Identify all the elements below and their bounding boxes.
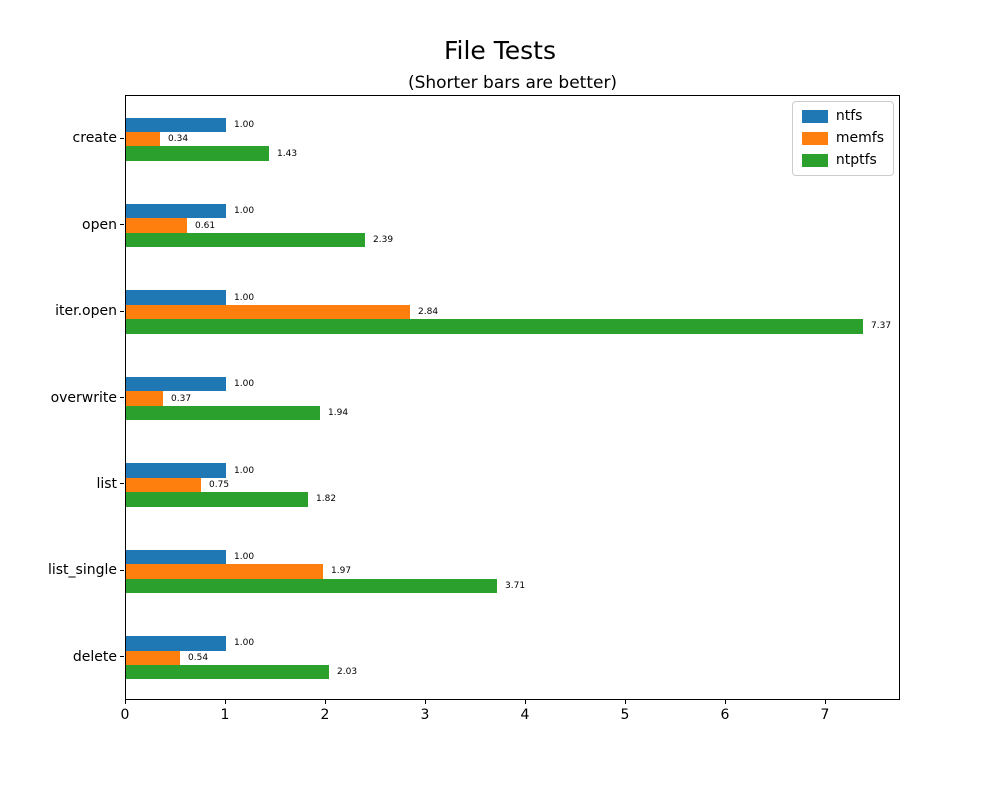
xtick-label-7: 7	[820, 707, 830, 723]
bar-memfs-iter.open	[126, 304, 410, 320]
bar-ntptfs-list_single	[126, 578, 497, 593]
value-label-memfs-list_single: 1.97	[331, 566, 352, 577]
ytick-label-delete: delete	[72, 648, 117, 665]
value-label-memfs-delete: 0.54	[188, 652, 209, 663]
xtick-mark	[324, 700, 326, 704]
ytick-mark	[120, 397, 124, 398]
chart-subtitle: (Shorter bars are better)	[407, 73, 618, 93]
xtick-mark	[724, 700, 726, 704]
legend-item-ntfs: ntfs	[801, 108, 884, 125]
ytick-label-list: list	[96, 475, 117, 492]
value-label-ntptfs-create: 1.43	[277, 148, 298, 159]
bar-ntptfs-iter.open	[126, 319, 863, 334]
xtick-label-5: 5	[620, 707, 630, 723]
value-label-ntfs-create: 1.00	[234, 119, 255, 130]
xtick-label-4: 4	[520, 707, 530, 723]
bar-ntfs-overwrite	[126, 376, 226, 392]
value-label-memfs-overwrite: 0.37	[171, 393, 192, 404]
xtick-mark	[424, 700, 426, 704]
value-label-ntptfs-list_single: 3.71	[505, 580, 526, 591]
bar-ntptfs-overwrite	[126, 405, 320, 421]
xtick-mark	[624, 700, 626, 704]
value-label-ntptfs-delete: 2.03	[337, 667, 358, 678]
value-label-ntfs-delete: 1.00	[234, 638, 255, 649]
bar-memfs-open	[126, 218, 187, 233]
xtick-mark	[224, 700, 226, 704]
bar-memfs-list_single	[126, 564, 323, 579]
ytick-label-iter.open: iter.open	[55, 303, 117, 320]
legend-swatch-ntfs	[801, 110, 828, 123]
ytick-mark	[120, 137, 124, 139]
ytick-mark	[120, 656, 124, 658]
xtick-mark	[124, 700, 126, 704]
bar-ntfs-open	[126, 204, 226, 219]
ytick-mark	[120, 224, 124, 226]
value-label-ntptfs-open: 2.39	[373, 235, 394, 246]
value-label-memfs-list: 0.75	[209, 479, 230, 490]
bar-memfs-create	[126, 132, 160, 147]
xtick-mark	[824, 700, 826, 704]
legend: ntfs memfs ntptfs	[791, 101, 894, 176]
ytick-label-list_single: list_single	[47, 562, 117, 579]
ytick-mark	[120, 569, 124, 571]
xtick-label-1: 1	[220, 707, 230, 723]
value-label-ntptfs-overwrite: 1.94	[328, 407, 349, 418]
ytick-mark	[120, 483, 124, 485]
legend-label-memfs: memfs	[835, 130, 884, 146]
bar-ntfs-list_single	[126, 549, 226, 565]
value-label-ntptfs-list: 1.82	[316, 494, 337, 505]
ytick-label-open: open	[82, 216, 117, 233]
value-label-ntfs-list_single: 1.00	[234, 551, 255, 562]
legend-swatch-memfs	[801, 132, 828, 145]
value-label-memfs-iter.open: 2.84	[418, 307, 439, 318]
value-label-memfs-open: 0.61	[195, 220, 216, 231]
chart-title: File Tests	[443, 36, 557, 65]
bar-ntfs-create	[126, 117, 226, 132]
bar-ntfs-list	[126, 463, 226, 478]
bar-memfs-list	[126, 477, 201, 493]
value-label-ntfs-open: 1.00	[234, 206, 255, 217]
legend-label-ntfs: ntfs	[835, 108, 863, 124]
legend-label-ntptfs: ntptfs	[835, 152, 877, 168]
xtick-label-0: 0	[120, 707, 130, 723]
bar-ntfs-iter.open	[126, 290, 226, 305]
value-label-ntfs-list: 1.00	[234, 465, 255, 476]
ytick-mark	[120, 310, 124, 312]
ytick-label-create: create	[72, 130, 117, 147]
legend-item-ntptfs: ntptfs	[801, 152, 884, 169]
value-label-ntptfs-iter.open: 7.37	[871, 321, 892, 332]
bar-ntfs-delete	[126, 636, 226, 651]
bar-ntptfs-open	[126, 232, 365, 248]
xtick-label-6: 6	[720, 707, 730, 723]
legend-swatch-ntptfs	[801, 154, 828, 167]
bar-memfs-overwrite	[126, 391, 163, 406]
bar-memfs-delete	[126, 650, 180, 665]
value-label-ntfs-iter.open: 1.00	[234, 292, 255, 303]
xtick-mark	[524, 700, 526, 704]
value-label-ntfs-overwrite: 1.00	[234, 379, 255, 390]
plot-area: 1.00 0.34 1.43 1.00 0.61 2.39 1.00 2.84 7.37 1.00…	[125, 95, 900, 700]
value-label-memfs-create: 0.34	[168, 134, 189, 145]
ytick-label-overwrite: overwrite	[50, 389, 117, 406]
legend-item-memfs: memfs	[801, 130, 884, 147]
bar-ntptfs-delete	[126, 664, 329, 680]
xtick-label-2: 2	[320, 707, 330, 723]
bar-ntptfs-create	[126, 146, 269, 161]
xtick-label-3: 3	[420, 707, 430, 723]
bar-ntptfs-list	[126, 492, 308, 507]
